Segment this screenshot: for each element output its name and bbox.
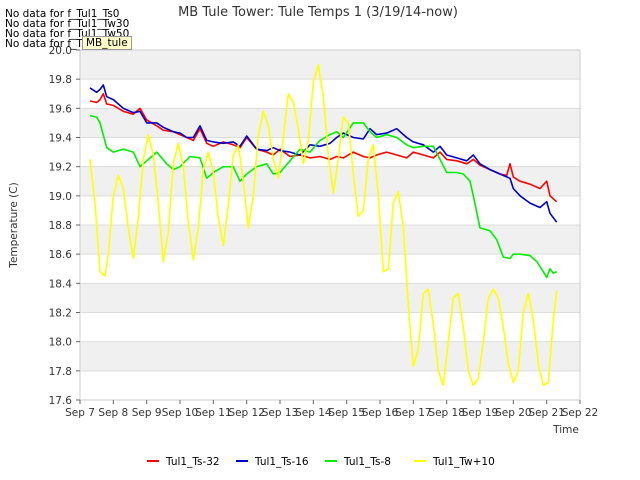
x-tick-label: Sep 14 (295, 407, 332, 419)
background-band (80, 108, 580, 138)
y-tick-label: 20.0 (49, 45, 72, 57)
x-tick-label: Sep 15 (328, 407, 365, 419)
x-tick-label: Sep 17 (395, 407, 432, 419)
x-tick-label: Sep 7 (65, 407, 95, 419)
x-tick-label: Sep 16 (362, 407, 399, 419)
y-tick-label: 19.6 (49, 103, 73, 115)
background-band (80, 225, 580, 255)
x-tick-label: Sep 13 (262, 407, 299, 419)
x-tick-label: Sep 20 (495, 407, 532, 419)
y-tick-label: 18.2 (49, 308, 72, 320)
legend-label: Tul1_Ts-16 (254, 456, 309, 468)
x-tick-label: Sep 9 (132, 407, 162, 419)
series-line-Tul1_Ts-16 (89, 84, 558, 223)
y-tick-label: 18.8 (49, 220, 72, 232)
series-line-Tul1_Ts-8 (89, 114, 558, 279)
no-data-message: No data for f_Tul1_Ts0 (5, 8, 120, 20)
background-band (80, 50, 580, 80)
x-tick-label: Sep 12 (228, 407, 265, 419)
plot-background-bands (80, 50, 580, 371)
legend-label: Tul1_Tw+10 (432, 456, 495, 468)
background-band (80, 341, 580, 371)
y-tick-label: 17.6 (49, 395, 73, 407)
x-tick-label: Sep 21 (528, 407, 565, 419)
y-tick-label: 17.8 (49, 366, 72, 378)
y-tick-label: 18.4 (49, 278, 73, 290)
x-tick-label: Sep 19 (462, 407, 499, 419)
series-line-Tul1_Tw+10 (89, 63, 558, 387)
chart-title: MB Tule Tower: Tule Temps 1 (3/19/14-now… (178, 5, 458, 20)
x-tick-label: Sep 10 (162, 407, 199, 419)
y-tick-label: 19.4 (49, 133, 73, 145)
no-data-message: No data for f_Tul1_Tw30 (5, 18, 130, 30)
legend-label: Tul1_Ts-32 (165, 456, 220, 468)
y-tick-label: 19.8 (49, 74, 72, 86)
y-axis-label: Temperature (C) (8, 182, 20, 268)
y-tick-label: 18.6 (49, 249, 73, 261)
legend-label: Tul1_Ts-8 (343, 456, 391, 468)
y-tick-label: 19.0 (49, 191, 72, 203)
legend: Tul1_Ts-32 Tul1_Ts-16 Tul1_Ts-8 Tul1_Tw+10 (147, 456, 495, 468)
x-tick-label: Sep 22 (562, 407, 599, 419)
tooltip: MB_tule (82, 36, 132, 50)
background-band (80, 283, 580, 313)
y-tick-label: 18.0 (49, 337, 72, 349)
series-layer (89, 63, 558, 387)
x-tick-label: Sep 8 (98, 407, 128, 419)
y-tick-label: 19.2 (49, 162, 72, 174)
x-tick-label: Sep 18 (428, 407, 465, 419)
x-axis-label: Time (552, 424, 579, 436)
x-tick-label: Sep 11 (195, 407, 232, 419)
y-axis-ticks: 17.6 17.8 18.0 18.2 18.4 18.6 18.8 19.0 19.2 19.4… (49, 45, 80, 407)
